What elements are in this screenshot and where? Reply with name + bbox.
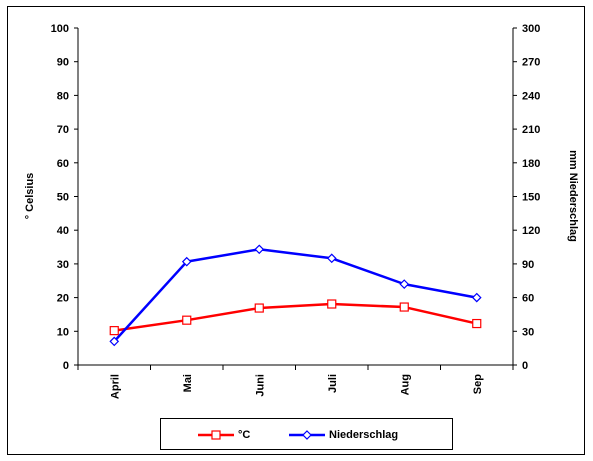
data-point-niederschlag: [109, 336, 120, 347]
y-tick-label-right: 90: [522, 259, 534, 271]
y-tick-label-right: 210: [522, 124, 540, 136]
y-tick-label-left: 10: [57, 326, 69, 338]
data-point-celsius: [399, 302, 409, 312]
x-tick-label: Juni: [254, 374, 266, 397]
data-point-niederschlag: [254, 244, 265, 255]
y-tick-label-left: 30: [57, 259, 69, 271]
series-line-niederschlag: [113, 248, 477, 343]
data-point-niederschlag: [326, 253, 337, 264]
legend-swatch-niederschlag: [289, 430, 325, 440]
data-point-niederschlag: [399, 279, 410, 289]
data-point-celsius: [182, 315, 192, 325]
chart-frame: [7, 6, 585, 455]
legend-label-celsius: °C: [238, 429, 251, 441]
x-tick-label: April: [109, 374, 121, 399]
y-tick-label-right: 30: [522, 326, 534, 338]
y-tick-label-left: 90: [57, 57, 69, 69]
y-tick-label-right: 150: [522, 192, 540, 204]
data-point-celsius: [254, 303, 264, 313]
y-tick-label-right: 60: [522, 293, 534, 305]
y-tick-label-left: 80: [57, 90, 69, 102]
data-point-celsius: [327, 299, 337, 309]
legend: °C Niederschlag: [160, 418, 453, 450]
y-tick-label-right: 180: [522, 158, 540, 170]
y-tick-label-right: 0: [522, 360, 528, 372]
data-point-niederschlag: [181, 256, 192, 267]
y-tick-label-right: 300: [522, 23, 540, 35]
x-tick-label: Mai: [182, 374, 194, 392]
y-tick-label-right: 120: [522, 225, 540, 237]
y-tick-label-left: 60: [57, 158, 69, 170]
legend-label-niederschlag: Niederschlag: [329, 429, 399, 441]
legend-swatch-celsius: [198, 430, 234, 440]
x-tick-label: Sep: [472, 374, 484, 394]
y-axis-title-left: ° Celsius: [24, 173, 36, 220]
y-tick-label-right: 270: [522, 57, 540, 69]
data-point-celsius: [472, 318, 482, 329]
legend-item-niederschlag: Niederschlag: [289, 427, 398, 443]
data-point-celsius: [109, 326, 119, 336]
y-tick-label-left: 0: [63, 360, 69, 372]
x-tick-label: Juli: [327, 374, 339, 393]
series-line-celsius: [114, 302, 478, 332]
data-point-niederschlag: [471, 292, 482, 303]
y-tick-label-right: 240: [522, 90, 540, 102]
y-tick-label-left: 100: [51, 23, 69, 35]
x-tick-label: Aug: [399, 374, 411, 395]
legend-item-celsius: °C: [198, 427, 250, 443]
y-tick-label-left: 70: [57, 124, 69, 136]
y-tick-label-left: 50: [57, 192, 69, 204]
y-tick-label-left: 40: [57, 225, 69, 237]
y-tick-label-left: 20: [57, 293, 69, 305]
y-axis-title-right: mm Niederschlag: [567, 150, 579, 242]
